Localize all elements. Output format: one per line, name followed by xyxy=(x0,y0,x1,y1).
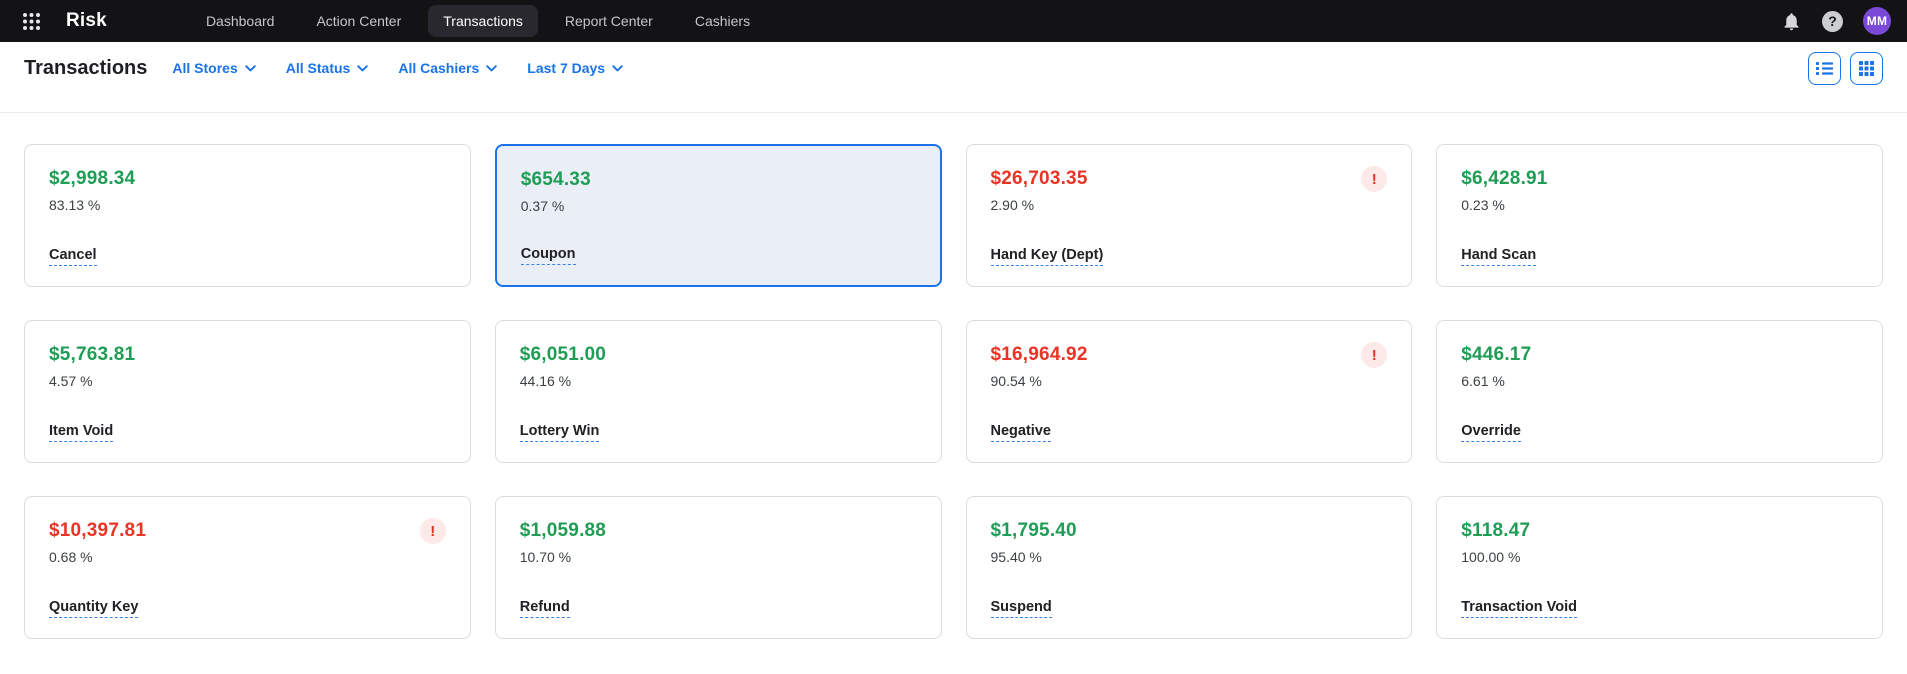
alert-badge: ! xyxy=(419,518,446,544)
card-amount: $10,397.81 xyxy=(49,520,147,541)
bell-icon xyxy=(1784,12,1799,30)
exclamation-icon: ! xyxy=(1371,170,1377,188)
filter-label: All Stores xyxy=(172,60,238,76)
chevron-down-icon xyxy=(357,64,369,71)
help-button[interactable]: ? xyxy=(1822,10,1843,32)
user-avatar[interactable]: MM xyxy=(1863,7,1891,35)
chevron-down-icon xyxy=(612,64,623,71)
card-label-link[interactable]: Override xyxy=(1461,423,1521,442)
filter-all-stores[interactable]: All Stores xyxy=(172,60,256,76)
transaction-card-transaction-void[interactable]: $118.47 100.00 % Transaction Void xyxy=(1436,496,1883,639)
grid-view-icon xyxy=(1859,60,1874,76)
apps-grid-icon xyxy=(22,12,40,30)
card-label-link[interactable]: Quantity Key xyxy=(49,599,139,618)
card-percent: 83.13 % xyxy=(49,197,101,213)
filter-last-7-days[interactable]: Last 7 Days xyxy=(527,60,623,76)
app-launcher-button[interactable] xyxy=(16,6,46,36)
nav-tab-cashiers[interactable]: Cashiers xyxy=(680,5,765,37)
filter-label: All Status xyxy=(285,60,351,76)
card-percent: 0.37 % xyxy=(520,198,565,214)
nav-tab-label: Action Center xyxy=(316,13,402,29)
card-percent: 10.70 % xyxy=(519,549,572,565)
list-view-icon xyxy=(1816,61,1833,75)
card-amount: $654.33 xyxy=(520,169,591,190)
transaction-card-negative[interactable]: $16,964.92 90.54 % ! Negative xyxy=(965,320,1413,463)
card-label-link[interactable]: Hand Key (Dept) xyxy=(990,247,1104,266)
card-amount: $2,998.34 xyxy=(49,168,136,189)
app-title: Risk xyxy=(66,10,107,31)
card-amount: $5,763.81 xyxy=(49,344,136,365)
card-amount: $26,703.35 xyxy=(990,168,1088,189)
card-percent: 95.40 % xyxy=(990,549,1042,565)
nav-tab-action-center[interactable]: Action Center xyxy=(301,5,416,37)
filter-label: All Cashiers xyxy=(398,60,480,76)
card-label-link[interactable]: Refund xyxy=(519,599,570,618)
transaction-card-hand-scan[interactable]: $6,428.91 0.23 % Hand Scan xyxy=(1436,144,1883,287)
transaction-card-quantity-key[interactable]: $10,397.81 0.68 % ! Quantity Key xyxy=(24,496,471,639)
transaction-card-cancel[interactable]: $2,998.34 83.13 % Cancel xyxy=(24,144,471,287)
topbar: Risk Dashboard Action Center Transaction… xyxy=(0,0,1907,42)
transaction-card-grid: $2,998.34 83.13 % Cancel $654.33 0.37 % … xyxy=(24,144,1883,639)
filter-all-cashiers[interactable]: All Cashiers xyxy=(398,60,498,76)
transaction-card-suspend[interactable]: $1,795.40 95.40 % Suspend xyxy=(965,496,1413,639)
card-percent: 6.61 % xyxy=(1461,373,1505,389)
content-area: $2,998.34 83.13 % Cancel $654.33 0.37 % … xyxy=(0,113,1907,639)
card-percent: 44.16 % xyxy=(519,373,572,389)
filter-bar: All Stores All Status All Cashiers Last … xyxy=(172,60,623,76)
nav-tab-label: Report Center xyxy=(564,13,653,29)
transaction-card-lottery-win[interactable]: $6,051.00 44.16 % Lottery Win xyxy=(494,320,942,463)
card-label-link[interactable]: Negative xyxy=(990,423,1051,442)
page-title: Transactions xyxy=(24,56,148,79)
card-label-link[interactable]: Item Void xyxy=(49,423,114,442)
chevron-down-icon xyxy=(245,64,256,71)
alert-badge: ! xyxy=(1361,342,1388,368)
card-amount: $446.17 xyxy=(1461,344,1532,365)
transaction-card-refund[interactable]: $1,059.88 10.70 % Refund xyxy=(494,496,942,639)
nav-tab-label: Cashiers xyxy=(694,13,751,29)
top-nav: Dashboard Action Center Transactions Rep… xyxy=(191,5,765,37)
card-label-link[interactable]: Transaction Void xyxy=(1461,599,1578,618)
filter-label: Last 7 Days xyxy=(527,60,606,76)
transaction-card-coupon[interactable]: $654.33 0.37 % Coupon xyxy=(494,144,942,287)
alert-badge: ! xyxy=(1361,166,1388,192)
card-percent: 4.57 % xyxy=(49,373,93,389)
nav-tab-label: Transactions xyxy=(443,13,523,29)
nav-tab-transactions[interactable]: Transactions xyxy=(428,5,538,37)
chevron-down-icon xyxy=(486,64,498,71)
card-label-link[interactable]: Lottery Win xyxy=(519,423,600,442)
list-view-button[interactable] xyxy=(1808,51,1841,85)
transaction-card-hand-key-dept[interactable]: $26,703.35 2.90 % ! Hand Key (Dept) xyxy=(965,144,1413,287)
card-label-link[interactable]: Cancel xyxy=(49,247,97,266)
notifications-button[interactable] xyxy=(1781,11,1802,32)
help-icon: ? xyxy=(1822,10,1843,32)
card-percent: 0.23 % xyxy=(1461,197,1505,213)
card-amount: $1,059.88 xyxy=(519,520,607,541)
transaction-card-item-void[interactable]: $5,763.81 4.57 % Item Void xyxy=(24,320,471,463)
grid-view-button[interactable] xyxy=(1850,51,1883,85)
filter-all-status[interactable]: All Status xyxy=(286,60,369,76)
card-percent: 0.68 % xyxy=(49,549,93,565)
page-header: Transactions All Stores All Status All C… xyxy=(0,42,1907,113)
card-amount: $6,051.00 xyxy=(519,344,607,365)
card-label-link[interactable]: Suspend xyxy=(990,599,1052,618)
card-amount: $16,964.92 xyxy=(990,344,1088,365)
card-amount: $1,795.40 xyxy=(990,520,1077,541)
transaction-card-override[interactable]: $446.17 6.61 % Override xyxy=(1436,320,1883,463)
card-amount: $6,428.91 xyxy=(1461,168,1548,189)
card-amount: $118.47 xyxy=(1461,520,1531,541)
exclamation-icon: ! xyxy=(430,522,436,540)
card-percent: 100.00 % xyxy=(1461,549,1521,565)
nav-tab-label: Dashboard xyxy=(205,13,275,29)
card-percent: 2.90 % xyxy=(990,197,1035,213)
card-percent: 90.54 % xyxy=(990,373,1042,389)
card-label-link[interactable]: Coupon xyxy=(520,246,576,265)
view-toggle xyxy=(1808,51,1883,85)
card-label-link[interactable]: Hand Scan xyxy=(1461,247,1537,266)
topbar-right: ? MM xyxy=(1781,7,1891,35)
exclamation-icon: ! xyxy=(1371,346,1377,364)
nav-tab-report-center[interactable]: Report Center xyxy=(550,5,668,37)
nav-tab-dashboard[interactable]: Dashboard xyxy=(191,5,290,37)
